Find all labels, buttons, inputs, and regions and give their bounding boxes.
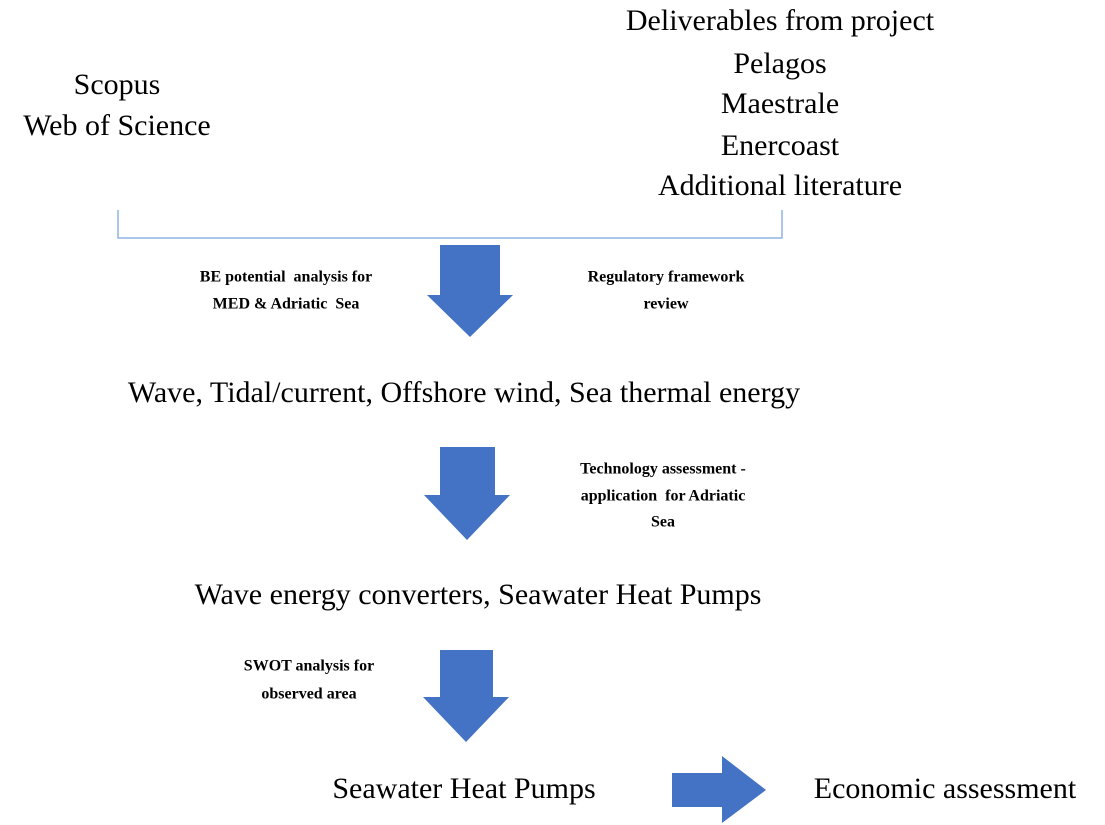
source: Pelagos [733,47,826,80]
source: Deliverables from project [626,4,935,37]
arrow-label: SWOT analysis for [244,658,374,675]
arrow-label: application for Adriatic [581,488,746,505]
source: Enercoast [721,129,840,162]
down-arrow [424,447,510,540]
arrow-label: review [643,296,688,313]
stage: Seawater Heat Pumps [332,772,595,805]
arrow-label: Regulatory framework [588,269,745,286]
stage: Wave, Tidal/current, Offshore wind, Sea … [128,376,800,409]
source: Additional literature [658,169,902,202]
arrow-label: Technology assessment - [580,461,746,478]
stage: Wave energy converters, Seawater Heat Pu… [195,578,762,611]
down-arrow [423,650,509,742]
arrow-label: BE potential analysis for [200,269,372,286]
arrow-label: observed area [261,686,356,703]
down-arrow [427,245,513,337]
bracket [117,210,783,239]
source: Maestrale [721,87,839,120]
arrow-label: Sea [651,514,675,531]
source: Scopus [74,68,161,101]
right-arrow [672,756,766,823]
stage: Economic assessment [814,772,1077,805]
source: Web of Science [23,109,211,142]
arrow-label: MED & Adriatic Sea [213,296,360,313]
